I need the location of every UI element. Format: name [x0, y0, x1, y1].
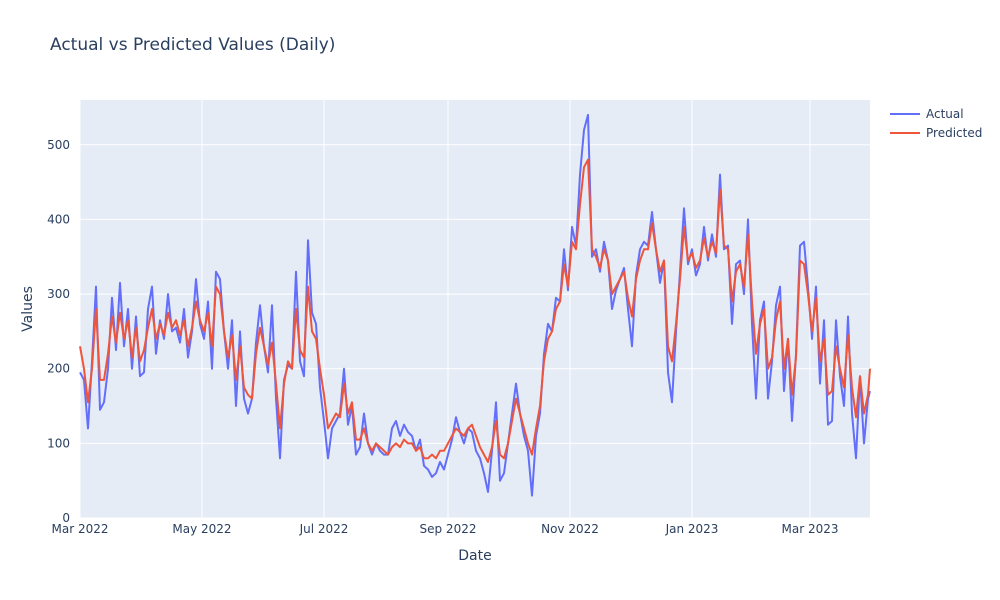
x-tick-label: May 2022 [172, 522, 231, 536]
legend[interactable]: Actual Predicted [890, 107, 982, 140]
legend-item-predicted[interactable]: Predicted [890, 126, 982, 140]
legend-label: Predicted [926, 126, 982, 140]
x-tick-label: Sep 2022 [420, 522, 477, 536]
x-tick-label: Mar 2023 [782, 522, 839, 536]
x-tick-label: Jan 2023 [665, 522, 719, 536]
y-tick-label: 100 [47, 436, 70, 450]
x-tick-label: Jul 2022 [299, 522, 349, 536]
y-tick-label: 400 [47, 212, 70, 226]
y-tick-label: 300 [47, 287, 70, 301]
legend-label: Actual [926, 107, 964, 121]
y-axis-title: Values [20, 286, 36, 332]
x-tick-label: Mar 2022 [52, 522, 109, 536]
x-tick-label: Nov 2022 [541, 522, 599, 536]
series-line-actual [79, 113, 871, 497]
chart-title: Actual vs Predicted Values (Daily) [50, 35, 335, 55]
series-line-predicted [79, 158, 871, 463]
x-axis-ticks: Mar 2022 May 2022 Jul 2022 Sep 2022 Nov 2022… [52, 522, 839, 536]
legend-item-actual[interactable]: Actual [890, 107, 964, 121]
y-tick-label: 0 [62, 511, 70, 525]
y-tick-label: 200 [47, 362, 70, 376]
y-tick-label: 500 [47, 138, 70, 152]
series-lines [79, 113, 871, 497]
x-axis-title: Date [458, 548, 491, 564]
y-axis-ticks: 0 100 200 300 400 500 [47, 138, 70, 525]
